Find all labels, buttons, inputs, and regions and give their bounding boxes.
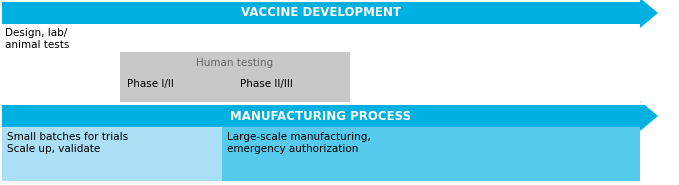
Bar bbox=[2, 127, 222, 181]
Text: MANUFACTURING PROCESS: MANUFACTURING PROCESS bbox=[230, 110, 411, 122]
Polygon shape bbox=[640, 101, 658, 131]
Polygon shape bbox=[640, 0, 658, 28]
Text: Design, lab/
animal tests: Design, lab/ animal tests bbox=[5, 28, 69, 50]
Text: Large-scale manufacturing,
emergency authorization: Large-scale manufacturing, emergency aut… bbox=[227, 132, 371, 154]
Bar bbox=[2, 2, 640, 24]
Text: Human testing: Human testing bbox=[196, 58, 274, 68]
Text: Phase II/III: Phase II/III bbox=[240, 79, 293, 89]
Text: Small batches for trials
Scale up, validate: Small batches for trials Scale up, valid… bbox=[7, 132, 128, 154]
Bar bbox=[222, 127, 640, 181]
Bar bbox=[120, 74, 350, 102]
Bar bbox=[2, 24, 120, 74]
Bar bbox=[120, 52, 350, 74]
Text: Phase I/II: Phase I/II bbox=[127, 79, 174, 89]
Bar bbox=[2, 105, 640, 127]
Bar bbox=[0, 102, 679, 105]
Text: VACCINE DEVELOPMENT: VACCINE DEVELOPMENT bbox=[241, 6, 401, 19]
